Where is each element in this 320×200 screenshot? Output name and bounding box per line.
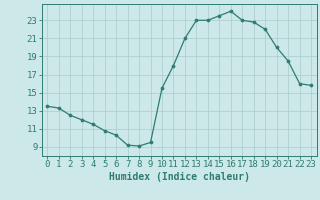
X-axis label: Humidex (Indice chaleur): Humidex (Indice chaleur): [109, 172, 250, 182]
